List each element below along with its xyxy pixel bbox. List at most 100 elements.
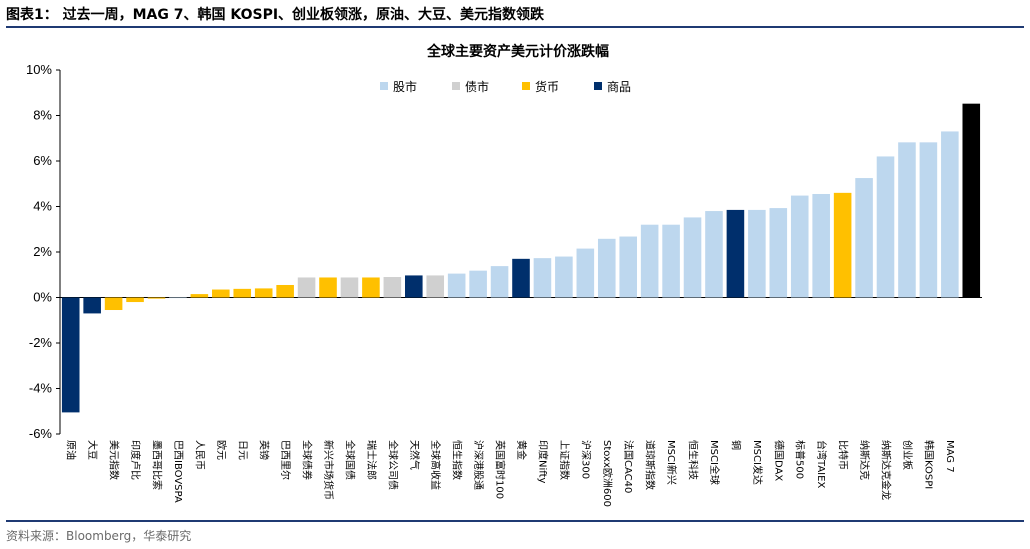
bar xyxy=(640,224,659,298)
bars xyxy=(61,103,981,413)
x-tick-label: 黄金 xyxy=(515,440,528,460)
legend-label: 债市 xyxy=(465,79,489,94)
bar xyxy=(362,277,380,298)
bar xyxy=(962,103,981,298)
x-tick-label: 标普500 xyxy=(794,440,807,479)
x-tick-label: Stoxx欧洲600 xyxy=(601,440,613,507)
y-tick-label: 2% xyxy=(33,244,52,259)
x-tick-label: 铜 xyxy=(729,440,741,450)
y-tick-label: 10% xyxy=(26,62,52,77)
x-axis-labels: 原油 大豆 美元指数 印度卢比 墨西哥比索 巴西IBOVSPA 人民币 欧元 日元 英镑 巴西里尔全… xyxy=(65,440,955,507)
legend-swatch xyxy=(452,82,460,90)
bar xyxy=(876,156,895,298)
x-tick-label: 全球公司债 xyxy=(386,440,399,490)
chart-title: 全球主要资产美元计价涨跌幅 xyxy=(426,43,609,60)
bar xyxy=(426,275,445,298)
x-tick-label: 纳斯达克金龙 xyxy=(880,440,893,500)
x-tick-label: 墨西哥比索 xyxy=(150,440,163,490)
x-tick-label: MSCI新兴 xyxy=(665,440,678,485)
bar xyxy=(212,289,230,298)
legend-swatch xyxy=(594,82,602,90)
footer-rule xyxy=(6,520,1024,522)
header-rule xyxy=(6,26,1024,28)
bar xyxy=(533,258,552,298)
x-tick-label: 纳斯达克 xyxy=(858,440,871,480)
x-tick-label: 英镑 xyxy=(258,440,271,460)
x-tick-label: 巴西IBOVSPA xyxy=(172,440,184,503)
bar xyxy=(790,195,809,298)
x-tick-label: MSCI发达 xyxy=(751,440,764,485)
bar xyxy=(769,208,788,298)
legend-swatch xyxy=(522,82,530,90)
bar xyxy=(812,193,830,298)
bar xyxy=(619,236,637,298)
x-tick-label: 比特币 xyxy=(837,440,849,470)
x-tick-label: 瑞士法郎 xyxy=(365,440,378,480)
y-tick-label: 8% xyxy=(33,108,52,123)
bar xyxy=(683,217,702,298)
x-tick-label: 恒生指数 xyxy=(451,440,464,480)
x-tick-label: 德国DAX xyxy=(772,440,785,481)
legend-label: 股市 xyxy=(393,79,417,94)
x-tick-label: 恒生科技 xyxy=(687,440,700,480)
x-tick-label: 沪深港股通 xyxy=(472,440,485,490)
bar xyxy=(748,209,766,298)
x-tick-label: 印度卢比 xyxy=(129,440,142,480)
x-tick-label: MSCI全球 xyxy=(708,440,721,485)
x-tick-label: 韩国KOSPI xyxy=(922,440,935,489)
bar xyxy=(447,273,466,298)
bar xyxy=(276,284,294,298)
bar xyxy=(490,266,509,298)
bar xyxy=(705,211,723,298)
bar xyxy=(855,178,873,298)
bar xyxy=(833,192,852,298)
x-tick-label: 美元指数 xyxy=(108,440,121,480)
x-tick-label: 上证指数 xyxy=(558,440,571,480)
x-tick-label: 日元 xyxy=(236,440,247,460)
legend-label: 商品 xyxy=(607,79,631,94)
x-tick-label: 原油 xyxy=(65,440,78,460)
bar xyxy=(405,275,423,298)
bar xyxy=(726,209,745,298)
bar xyxy=(469,270,487,298)
legend-label: 货币 xyxy=(535,79,559,94)
bar xyxy=(662,224,680,298)
x-tick-label: 天然气 xyxy=(408,440,421,470)
x-tick-label: 欧元 xyxy=(215,440,227,460)
bar xyxy=(233,288,252,298)
bar xyxy=(147,297,166,299)
x-tick-label: 大豆 xyxy=(86,440,99,460)
bar xyxy=(941,131,959,298)
x-tick-label: 人民币 xyxy=(193,440,205,470)
x-tick-label: 台湾TAIEX xyxy=(815,440,828,488)
y-tick-label: -4% xyxy=(29,381,53,396)
x-tick-label: 英国富时100 xyxy=(494,440,507,499)
x-tick-label: 全球债券 xyxy=(301,440,314,480)
y-tick-label: 6% xyxy=(33,153,52,168)
bar-chart: 全球主要资产美元计价涨跌幅 股市 债市 货币 商品 -6% -4% -2% 0% 2% 4% 6%… xyxy=(26,43,982,507)
bar xyxy=(169,297,187,299)
bar xyxy=(898,142,916,298)
x-tick-label: 全球高收益 xyxy=(429,440,442,490)
bar xyxy=(919,142,938,298)
bar xyxy=(61,297,80,413)
bar xyxy=(555,256,573,298)
x-tick-label: MAG 7 xyxy=(944,440,955,473)
x-tick-label: 印度Nifty xyxy=(536,440,549,484)
x-tick-label: 道琼斯指数 xyxy=(644,440,657,490)
bar xyxy=(254,288,273,298)
bar xyxy=(340,277,359,298)
bar xyxy=(383,277,402,298)
legend-swatch xyxy=(380,82,388,90)
x-tick-label: 创业板 xyxy=(901,440,914,470)
x-tick-label: 法国CAC40 xyxy=(622,440,635,493)
bar xyxy=(297,277,316,298)
x-tick-label: 全球国债 xyxy=(343,440,356,480)
x-tick-label: 新兴市场货币 xyxy=(322,440,335,500)
bar xyxy=(83,297,101,314)
y-tick-label: -6% xyxy=(29,426,53,441)
y-tick-label: 4% xyxy=(33,199,52,214)
figure-header: 图表1： 过去一周，MAG 7、韩国 KOSPI、创业板领涨，原油、大豆、美元指… xyxy=(6,7,545,23)
y-tick-label: -2% xyxy=(29,335,53,350)
y-tick-label: 0% xyxy=(33,290,52,305)
